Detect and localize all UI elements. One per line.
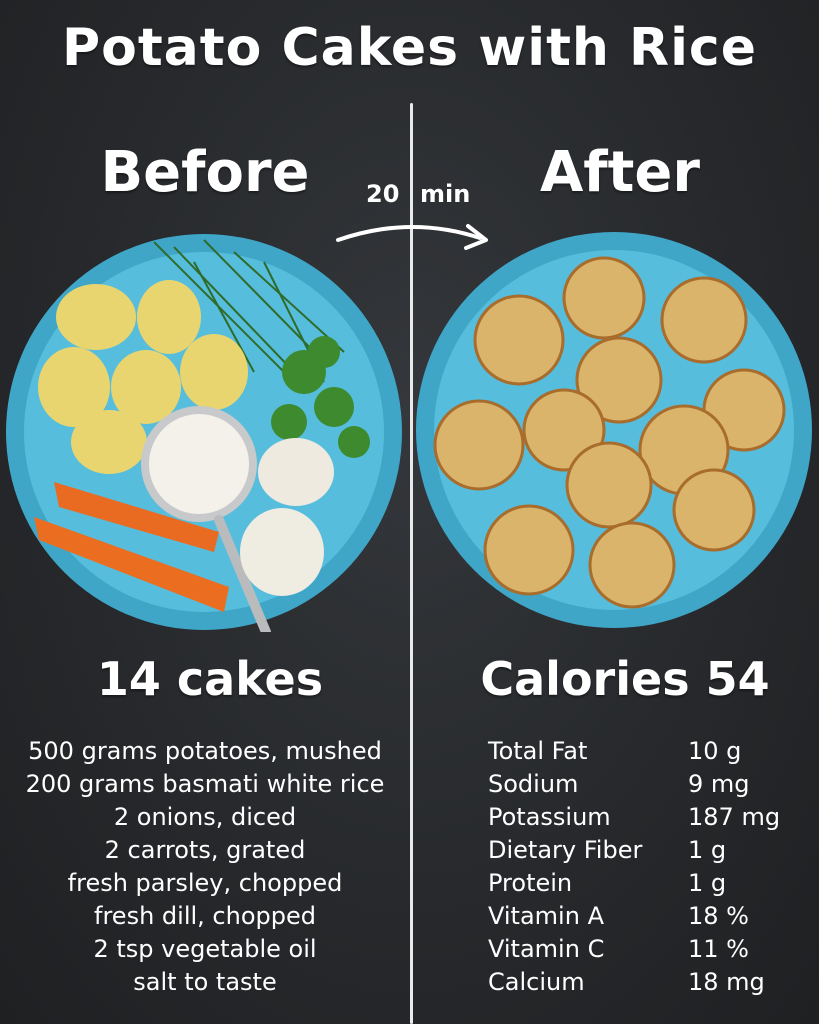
nutrient-value: 1 g	[688, 869, 727, 897]
nutrient-value: 1 g	[688, 836, 727, 864]
nutrient-value: 9 mg	[688, 770, 750, 798]
ingredient-item: 2 tsp vegetable oil	[93, 935, 317, 963]
nutrition-row: Sodium 9 mg	[488, 768, 788, 801]
nutrient-name: Calcium	[488, 968, 585, 996]
nutrient-value: 18 %	[688, 902, 749, 930]
nutrition-table: Total Fat 10 g Sodium 9 mg Potassium 187…	[488, 735, 788, 999]
ingredient-item: fresh dill, chopped	[94, 902, 316, 930]
nutrition-row: Protein 1 g	[488, 867, 788, 900]
time-number: 20	[366, 180, 400, 208]
ingredients-plate-image	[4, 232, 404, 637]
nutrient-value: 11 %	[688, 935, 749, 963]
nutrient-name: Protein	[488, 869, 573, 897]
nutrition-row: Vitamin A 18 %	[488, 900, 788, 933]
time-unit: min	[420, 180, 471, 208]
ingredient-item: fresh parsley, chopped	[67, 869, 343, 897]
nutrient-name: Sodium	[488, 770, 579, 798]
calories-heading: Calories 54	[480, 652, 770, 706]
nutrition-row: Calcium 18 mg	[488, 966, 788, 999]
nutrition-row: Vitamin C 11 %	[488, 933, 788, 966]
ingredient-item: 2 carrots, grated	[104, 836, 306, 864]
ingredients-list: 500 grams potatoes, mushed 200 grams bas…	[20, 735, 390, 999]
nutrient-name: Potassium	[488, 803, 611, 831]
nutrient-value: 18 mg	[688, 968, 765, 996]
ingredient-item: 200 grams basmati white rice	[25, 770, 385, 798]
nutrition-row: Dietary Fiber 1 g	[488, 834, 788, 867]
nutrient-name: Total Fat	[488, 737, 588, 765]
arrow-icon	[336, 224, 488, 250]
ingredient-item: 500 grams potatoes, mushed	[28, 737, 382, 765]
nutrient-value: 187 mg	[688, 803, 781, 831]
ingredient-item: salt to taste	[133, 968, 277, 996]
potato-cakes-plate-image	[414, 230, 814, 630]
ingredient-item: 2 onions, diced	[113, 803, 297, 831]
page-title: Potato Cakes with Rice	[61, 18, 758, 78]
yield-heading: 14 cakes	[96, 652, 324, 706]
after-heading: After	[539, 140, 701, 205]
before-heading: Before	[100, 140, 310, 205]
nutrient-name: Dietary Fiber	[488, 836, 643, 864]
nutrition-row: Potassium 187 mg	[488, 801, 788, 834]
nutrient-value: 10 g	[688, 737, 742, 765]
nutrient-name: Vitamin C	[488, 935, 605, 963]
center-divider	[410, 103, 413, 1024]
nutrient-name: Vitamin A	[488, 902, 604, 930]
nutrition-row: Total Fat 10 g	[488, 735, 788, 768]
